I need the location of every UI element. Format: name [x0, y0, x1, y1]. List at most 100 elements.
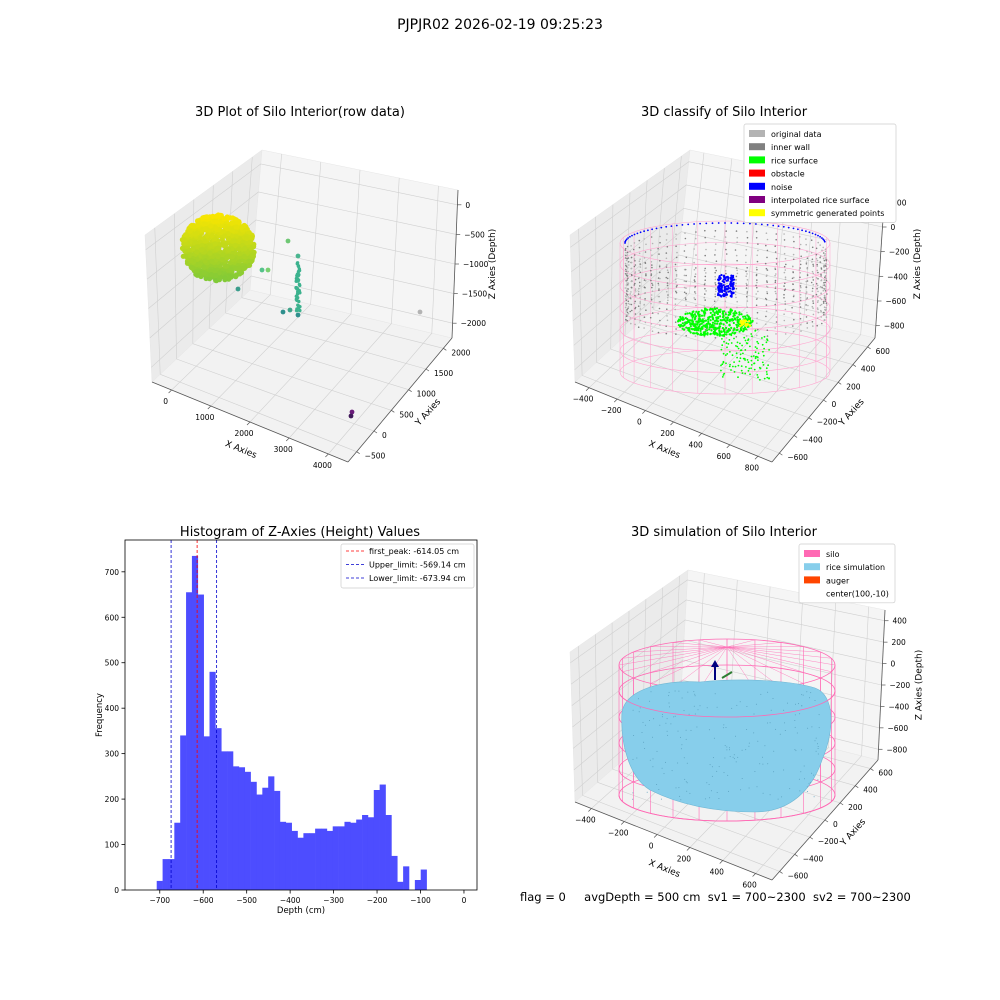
- x-tick: [698, 433, 702, 437]
- data-point: [692, 310, 695, 313]
- data-point: [725, 230, 727, 232]
- data-point: [720, 273, 723, 277]
- data-point: [726, 287, 729, 291]
- data-point: [631, 309, 633, 312]
- data-point: [651, 282, 653, 285]
- mesh-point: [775, 728, 777, 730]
- data-point: [766, 339, 769, 342]
- data-point: [735, 279, 737, 281]
- data-point: [716, 333, 719, 336]
- data-point: [687, 223, 690, 226]
- y-tick-label: 0: [114, 886, 119, 895]
- data-point: [679, 325, 682, 328]
- data-point: [766, 335, 769, 337]
- data-point: [715, 311, 719, 315]
- data-point: [675, 281, 677, 283]
- data-point: [675, 333, 677, 335]
- y-tick: [408, 389, 412, 392]
- data-point: [774, 245, 776, 247]
- mesh-point: [753, 732, 755, 734]
- grid-line: [288, 177, 400, 439]
- data-point: [703, 269, 706, 272]
- flag-value: flag = 0: [520, 890, 566, 904]
- mesh-point: [784, 730, 786, 731]
- data-point: [746, 267, 748, 269]
- data-point: [727, 329, 730, 332]
- data-point: [734, 290, 737, 293]
- data-point: [703, 334, 706, 337]
- mesh-point: [632, 792, 634, 794]
- data-point: [294, 294, 299, 298]
- data-point: [693, 223, 695, 225]
- data-point: [720, 286, 724, 289]
- histogram-bar: [279, 821, 287, 890]
- histogram-bar: [180, 735, 187, 890]
- data-point: [713, 300, 716, 303]
- data-point: [805, 286, 807, 288]
- data-point: [756, 297, 758, 300]
- grid-line: [570, 579, 885, 663]
- data-point: [693, 332, 697, 335]
- data-point: [722, 278, 725, 281]
- data-point: [665, 252, 668, 254]
- y-tick-label: 200: [846, 382, 861, 391]
- mesh-point: [686, 762, 688, 764]
- data-point: [627, 270, 629, 273]
- histogram-bar: [403, 866, 410, 890]
- grid-line: [667, 156, 682, 297]
- data-point: [189, 265, 195, 271]
- data-point: [811, 287, 814, 290]
- x-tick-label: 0: [462, 896, 467, 905]
- data-point: [823, 266, 825, 268]
- z-axis-label: Z Axies (Depth): [915, 650, 925, 721]
- data-point: [756, 334, 758, 337]
- data-point: [683, 262, 686, 264]
- mesh-point: [677, 762, 679, 764]
- data-point: [633, 254, 636, 256]
- data-point: [783, 297, 785, 299]
- data-point: [702, 324, 705, 327]
- data-point: [651, 286, 653, 289]
- data-point: [822, 289, 825, 292]
- mesh-point: [767, 763, 769, 765]
- mesh-point: [794, 749, 796, 751]
- data-point: [215, 245, 222, 251]
- data-point: [348, 413, 354, 419]
- data-point: [707, 320, 710, 323]
- data-point: [242, 245, 248, 251]
- data-point: [695, 231, 697, 233]
- data-point: [695, 254, 697, 256]
- data-point: [700, 327, 703, 330]
- data-point: [208, 272, 214, 278]
- data-point: [812, 302, 815, 305]
- data-point: [644, 261, 646, 264]
- data-point: [705, 323, 708, 326]
- data-point: [745, 270, 747, 273]
- data-point: [685, 287, 687, 290]
- data-point: [295, 312, 301, 318]
- y-tick-label: 0: [832, 400, 837, 409]
- mesh-point: [789, 788, 791, 790]
- data-point: [637, 290, 640, 293]
- data-point: [722, 293, 725, 296]
- data-point: [822, 252, 825, 254]
- histogram-bar: [373, 790, 380, 890]
- mesh-point: [632, 798, 634, 800]
- data-point: [755, 237, 758, 239]
- data-point: [634, 318, 636, 320]
- data-point: [735, 275, 738, 278]
- legend-swatch: [749, 209, 765, 217]
- data-point: [212, 241, 218, 247]
- mesh-point: [813, 796, 815, 798]
- data-point: [704, 254, 706, 257]
- mesh-point: [653, 718, 655, 720]
- data-point: [719, 308, 722, 311]
- mesh-point: [661, 767, 663, 769]
- data-point: [766, 224, 769, 226]
- data-point: [705, 272, 707, 274]
- y-tick: [779, 871, 783, 874]
- data-point: [816, 259, 819, 262]
- mesh-point: [726, 746, 728, 748]
- data-point: [713, 307, 716, 310]
- data-point: [757, 328, 759, 331]
